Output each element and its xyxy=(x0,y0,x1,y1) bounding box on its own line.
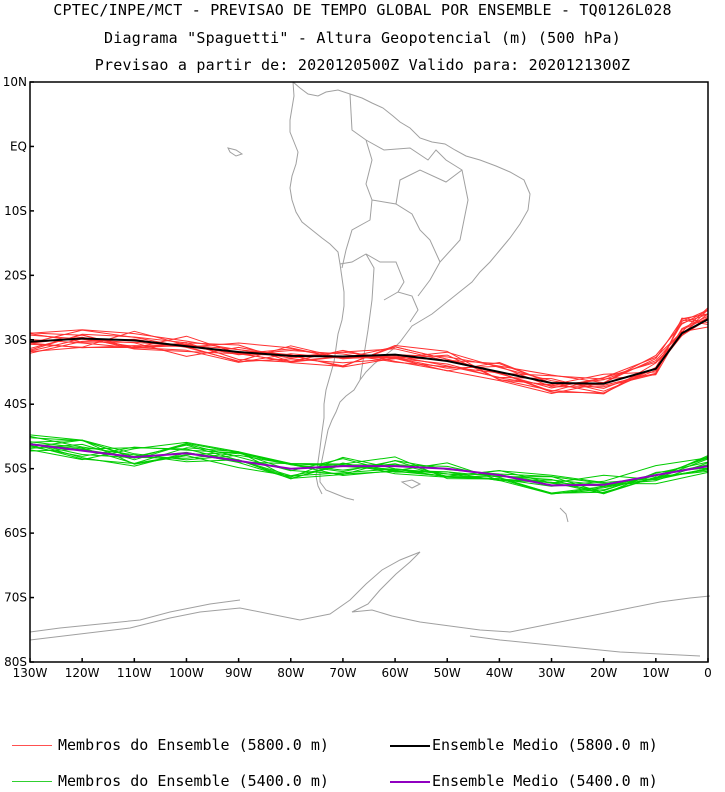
lon-tick-label: 80W xyxy=(277,666,304,680)
ensemble-means xyxy=(29,318,709,487)
legend-item-mean-5800: Ensemble Medio (5800.0 m) xyxy=(390,735,720,755)
lon-tick-label: 130W xyxy=(13,666,48,680)
legend-item-mean-5400: Ensemble Medio (5400.0 m) xyxy=(390,771,720,791)
lat-tick-label: 60S xyxy=(4,526,27,540)
title-line-1: CPTEC/INPE/MCT - PREVISAO DE TEMPO GLOBA… xyxy=(53,1,672,19)
lat-tick-label: EQ xyxy=(10,139,27,153)
ice-shelf-edge-east xyxy=(469,635,701,657)
lon-tick-label: 60W xyxy=(382,666,409,680)
lon-tick-label: 70W xyxy=(329,666,356,680)
longitude-axis: 130W 120W 110W 100W 90W 80W 70W 60W 50W 40W 30W 20W… xyxy=(13,658,712,680)
legend-item-members-5800: Membros do Ensemble (5800.0 m) xyxy=(12,735,372,755)
lat-tick-label: 70S xyxy=(4,591,27,605)
legend-swatch-members-5400 xyxy=(12,781,52,782)
falkland-islands xyxy=(400,479,422,489)
lon-tick-label: 120W xyxy=(65,666,100,680)
lat-tick-label: 50S xyxy=(4,462,27,476)
lon-tick-label: 20W xyxy=(590,666,617,680)
lon-tick-label: 30W xyxy=(538,666,565,680)
antarctica-coastline xyxy=(29,551,711,641)
member-line-5800 xyxy=(29,319,709,394)
lat-tick-label: 10S xyxy=(4,204,27,218)
legend-swatch-members-5800 xyxy=(12,745,52,746)
country-borders xyxy=(339,93,469,381)
lon-tick-label: 90W xyxy=(225,666,252,680)
legend-swatch-mean-5400 xyxy=(390,781,430,783)
lon-tick-label: 40W xyxy=(486,666,513,680)
member-line-5400 xyxy=(29,439,709,495)
ice-shelf-edge xyxy=(29,599,241,633)
lon-tick-label: 0 xyxy=(704,666,712,680)
title-line-2: Diagrama "Spaguetti" - Altura Geopotenci… xyxy=(104,29,621,47)
legend-item-members-5400: Membros do Ensemble (5400.0 m) xyxy=(12,771,372,791)
lon-tick-label: 100W xyxy=(169,666,204,680)
member-line-5800 xyxy=(29,313,709,386)
south-america-coastline xyxy=(289,81,531,501)
lon-tick-label: 50W xyxy=(434,666,461,680)
south-georgia xyxy=(559,507,569,523)
title-line-3: Previsao a partir de: 2020120500Z Valido… xyxy=(94,56,631,74)
latitude-axis: 10N EQ 10S 20S 30S 40S 50S 60S 70S 80S xyxy=(3,75,34,669)
galapagos-islands xyxy=(227,147,244,157)
coastlines xyxy=(29,81,711,657)
lat-tick-label: 40S xyxy=(4,397,27,411)
legend-swatch-mean-5800 xyxy=(390,745,430,747)
lat-tick-label: 10N xyxy=(3,75,27,89)
member-line-5400 xyxy=(29,439,709,494)
map-frame xyxy=(29,81,709,663)
lon-tick-label: 10W xyxy=(642,666,669,680)
legend-label-members-5400: Membros do Ensemble (5400.0 m) xyxy=(58,772,329,790)
legend-label-mean-5400: Ensemble Medio (5400.0 m) xyxy=(432,772,658,790)
member-line-5400 xyxy=(29,443,709,485)
member-line-5800 xyxy=(29,313,709,394)
lat-tick-label: 30S xyxy=(4,333,27,347)
mean-line-5400 xyxy=(29,443,709,487)
legend-label-members-5800: Membros do Ensemble (5800.0 m) xyxy=(58,736,329,754)
lon-tick-label: 110W xyxy=(117,666,152,680)
lat-tick-label: 20S xyxy=(4,268,27,282)
mean-line-5800 xyxy=(29,318,709,385)
lat-tick-label: 80S xyxy=(4,655,27,669)
legend-label-mean-5800: Ensemble Medio (5800.0 m) xyxy=(432,736,658,754)
